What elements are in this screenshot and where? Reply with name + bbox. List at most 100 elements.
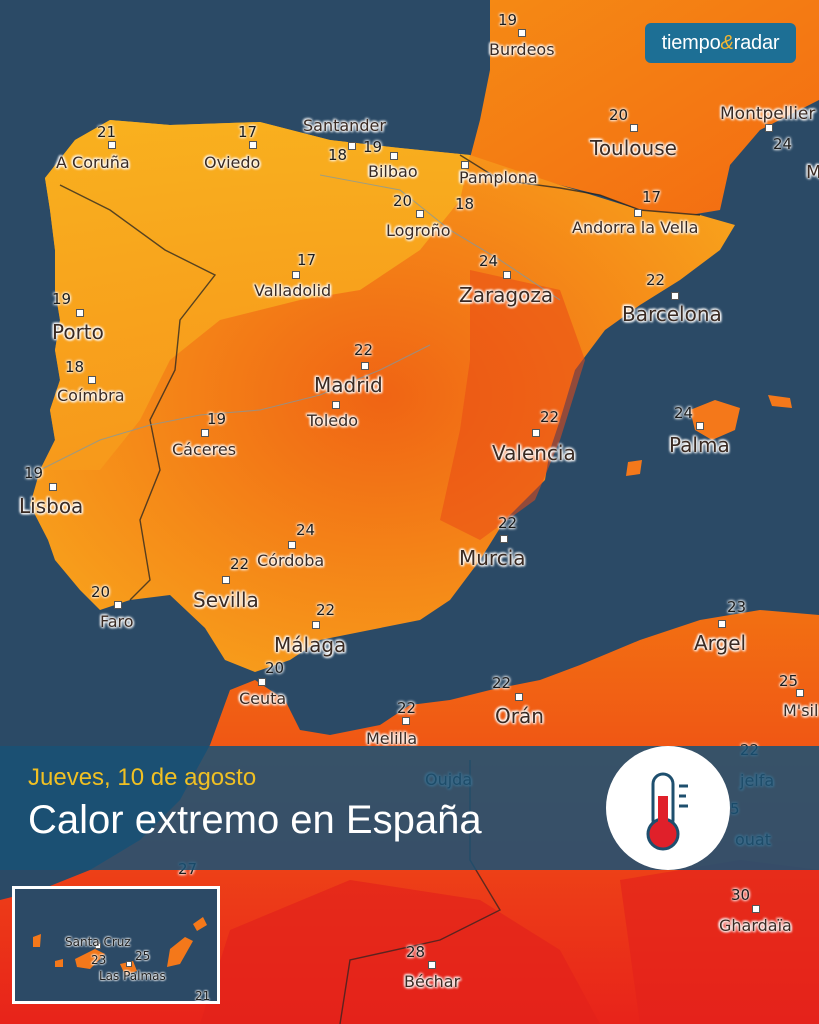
- city-temp-valencia: 22: [540, 408, 560, 426]
- city-marker: [390, 152, 398, 160]
- city-marker: [416, 210, 424, 218]
- city-name-zaragoza: Zaragoza: [459, 283, 554, 307]
- canary-temp-las-palmas: 25: [135, 949, 151, 963]
- france-border: [459, 154, 701, 216]
- city-name-burdeos: Burdeos: [489, 40, 555, 59]
- city-marker: [718, 620, 726, 628]
- city-marker: [671, 292, 679, 300]
- banner-title: Calor extremo en España: [28, 798, 482, 842]
- brand-logo: tiempo&radar: [645, 23, 796, 63]
- city-marker: [348, 142, 356, 150]
- city-marker: [108, 141, 116, 149]
- ibiza-land: [626, 460, 642, 476]
- city-marker: [201, 429, 209, 437]
- city-marker: [292, 271, 300, 279]
- city-temp-toulouse: 20: [609, 106, 629, 124]
- city-temp-logrono: 20: [393, 192, 413, 210]
- city-name-lisboa: Lisboa: [19, 494, 84, 518]
- canary-name-santa-cruz: Santa Cruz: [65, 935, 131, 949]
- city-name-sevilla: Sevilla: [193, 588, 259, 612]
- city-temp-valladolid: 17: [297, 251, 317, 269]
- city-name-andorra: Andorra la Vella: [572, 218, 699, 237]
- banner-date: Jueves, 10 de agosto: [28, 764, 257, 791]
- fuerteventura-land: [167, 937, 193, 967]
- city-temp-pamplona: 18: [455, 195, 475, 213]
- city-temp-argel: 23: [727, 598, 747, 616]
- city-marker: [258, 678, 266, 686]
- city-temp-montpellier-temp: 24: [773, 135, 793, 153]
- city-temp-cordoba: 24: [296, 521, 316, 539]
- city-marker: [518, 29, 526, 37]
- city-temp-lisboa: 19: [24, 464, 44, 482]
- canary-temp-canary-corner: 21: [195, 989, 211, 1003]
- city-marker: [515, 693, 523, 701]
- city-name-argel: Argel: [694, 631, 747, 655]
- city-marker: [288, 541, 296, 549]
- city-temp-murcia: 22: [498, 514, 518, 532]
- city-temp-santander: 18: [328, 146, 348, 164]
- la-palma-land: [33, 934, 41, 947]
- city-name-faro: Faro: [100, 612, 134, 631]
- la-gomera-land: [55, 959, 63, 967]
- city-temp-ceuta: 20: [265, 659, 285, 677]
- city-marker: [532, 429, 540, 437]
- city-name-toulouse: Toulouse: [590, 136, 677, 160]
- city-temp-zaragoza: 24: [479, 252, 499, 270]
- city-temp-melilla: 22: [397, 699, 417, 717]
- city-marker: [752, 905, 760, 913]
- tenerife-land: [75, 949, 105, 969]
- city-name-ceuta: Ceuta: [239, 689, 287, 708]
- city-marker: [696, 422, 704, 430]
- city-name-a-coruna: A Coruña: [56, 153, 130, 172]
- city-marker: [461, 161, 469, 169]
- city-name-murcia: Murcia: [459, 546, 526, 570]
- city-name-msila: M'sil: [783, 701, 819, 720]
- city-name-valladolid: Valladolid: [254, 281, 332, 300]
- city-marker: [765, 124, 773, 132]
- city-name-melilla: Melilla: [366, 729, 418, 748]
- canary-marker: [126, 961, 132, 967]
- city-temp-oviedo: 17: [238, 123, 258, 141]
- city-marker: [361, 362, 369, 370]
- city-name-porto: Porto: [52, 320, 104, 344]
- city-temp-malaga: 22: [316, 601, 336, 619]
- city-marker: [88, 376, 96, 384]
- city-temp-sevilla: 22: [230, 555, 250, 573]
- city-name-caceres: Cáceres: [172, 440, 237, 459]
- canary-name-las-palmas: Las Palmas: [99, 969, 166, 983]
- city-name-montpellier: Montpellier: [720, 104, 816, 124]
- city-marker: [222, 576, 230, 584]
- city-temp-caceres: 19: [207, 410, 227, 428]
- city-marker: [796, 689, 804, 697]
- city-name-coimbra: Coímbra: [57, 386, 125, 405]
- city-marker: [503, 271, 511, 279]
- city-name-logrono: Logroño: [386, 221, 451, 240]
- city-marker: [332, 401, 340, 409]
- city-temp-ghardaia: 30: [731, 886, 751, 904]
- city-marker: [76, 309, 84, 317]
- city-marker: [428, 961, 436, 969]
- city-marker: [312, 621, 320, 629]
- city-name-malaga: Málaga: [274, 633, 347, 657]
- city-marker: [114, 601, 122, 609]
- city-temp-oran: 22: [492, 674, 512, 692]
- city-name-bechar: Béchar: [404, 972, 461, 991]
- city-marker: [402, 717, 410, 725]
- brand-name-part1: tiempo: [661, 32, 721, 54]
- city-name-cordoba: Córdoba: [257, 551, 325, 570]
- portugal-border: [59, 184, 217, 601]
- city-temp-coimbra: 18: [65, 358, 85, 376]
- city-name-ghardaia: Ghardaïa: [719, 916, 792, 935]
- city-name-palma: Palma: [669, 433, 730, 457]
- city-temp-barcelona: 22: [646, 271, 666, 289]
- city-name-toledo: Toledo: [307, 411, 359, 430]
- city-temp-andorra: 17: [642, 188, 662, 206]
- menorca-land: [768, 395, 792, 408]
- city-marker: [500, 535, 508, 543]
- city-name-madrid: Madrid: [314, 373, 383, 397]
- city-name-oran: Orán: [495, 704, 544, 728]
- city-marker: [249, 141, 257, 149]
- gran-canaria-land: [120, 961, 137, 975]
- city-temp-msila: 25: [779, 672, 799, 690]
